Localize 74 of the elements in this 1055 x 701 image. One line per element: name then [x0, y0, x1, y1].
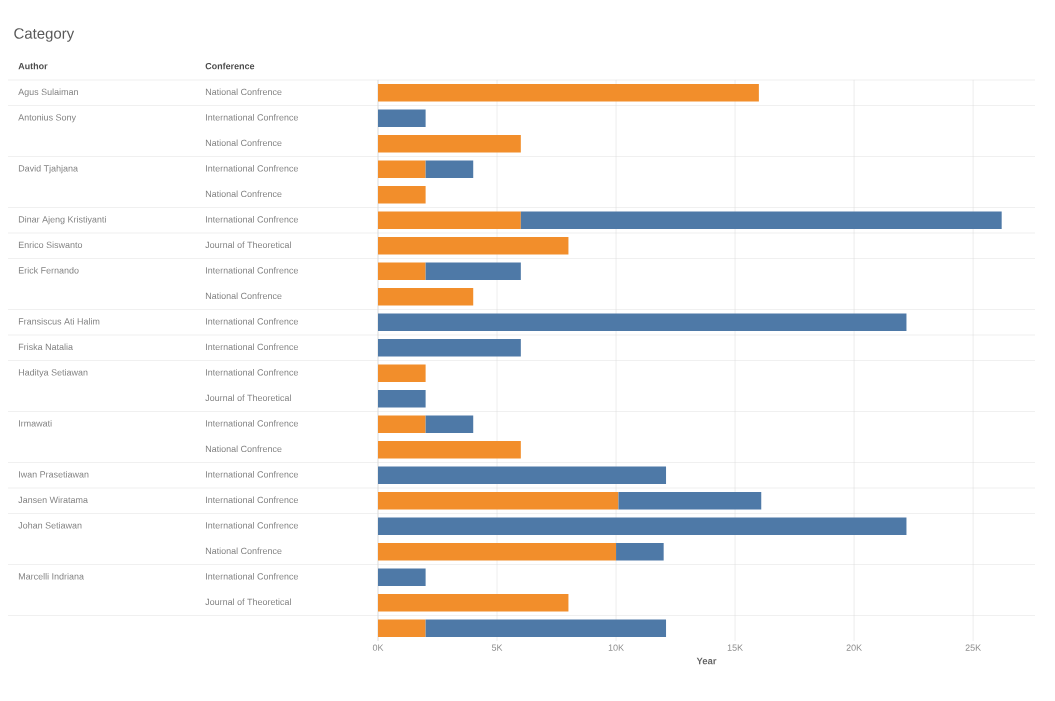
bar — [378, 313, 907, 331]
y-tick-label: International Confrence — [206, 317, 298, 325]
y2-tick-label: David Tjahjana — [18, 164, 78, 174]
bar — [378, 339, 521, 357]
y-tick-label: National Confrence — [205, 445, 282, 453]
y-tick-label: International Confrence — [206, 113, 298, 121]
y-tick-label: International Confrence — [206, 266, 298, 274]
y-tick-label: National Confrence — [205, 190, 282, 198]
bar — [378, 492, 619, 510]
bar — [425, 415, 474, 433]
bar — [378, 237, 569, 255]
y-tick-label: National Confrence — [205, 88, 282, 96]
y2-tick-label: Irmawati — [19, 419, 52, 427]
bar — [618, 492, 762, 510]
bar — [616, 543, 664, 561]
y2-tick-label: Iwan Prasetiawan — [19, 470, 89, 478]
bar — [520, 211, 1002, 229]
y-tick-label: National Confrence — [205, 292, 282, 300]
y2-tick-label: Haditya Setiawan — [18, 368, 88, 378]
text: Conference — [205, 62, 255, 70]
bar — [378, 364, 426, 382]
y-tick-label: International Confrence — [206, 419, 298, 427]
x-tick-label: 15K — [727, 644, 743, 651]
y-tick-label: International Confrence — [206, 343, 298, 351]
x-tick-label: 5K — [491, 644, 503, 651]
y-tick-label: International Confrence — [206, 496, 298, 504]
bar — [378, 415, 426, 433]
bar — [378, 441, 521, 459]
y2-tick-label: Jansen Wiratama — [18, 496, 88, 504]
bar — [378, 135, 521, 153]
y2-tick-label: Enrico Siswanto — [18, 241, 83, 249]
y2-tick-label: Johan Setiawan — [18, 521, 82, 529]
y2-tick-label: Erick Fernando — [18, 266, 79, 274]
bar — [425, 262, 521, 280]
bar — [378, 568, 426, 586]
x-tick-label: 20K — [846, 644, 862, 651]
x-axis-title: Year — [696, 657, 717, 665]
bar — [378, 517, 907, 535]
y2-tick-label: Fransiscus Ati Halim — [18, 317, 100, 325]
bar — [378, 84, 759, 102]
bar — [378, 186, 426, 204]
x-tick-label: 25K — [965, 644, 981, 651]
y-tick-label: International Confrence — [206, 164, 298, 172]
bar — [378, 390, 426, 408]
bar — [378, 288, 474, 306]
x-tick-label: 10K — [608, 644, 624, 651]
y2-tick-label: Friska Natalia — [18, 343, 73, 351]
y2-tick-label: Antonius Sony — [18, 113, 76, 123]
bar — [425, 160, 474, 178]
bar — [378, 262, 426, 280]
y2-tick-label: Agus Sulaiman — [18, 88, 78, 97]
y-tick-label: International Confrence — [206, 215, 298, 223]
y-tick-label: International Confrence — [206, 470, 298, 478]
bar — [378, 109, 426, 127]
text: Author — [18, 62, 48, 70]
bar — [378, 543, 617, 561]
bar — [378, 211, 521, 229]
y2-tick-label: Marcelli Indriana — [18, 572, 84, 580]
y-tick-label: International Confrence — [206, 368, 298, 376]
bar — [378, 160, 426, 178]
y-tick-label: International Confrence — [206, 572, 298, 580]
y-tick-label: Journal of Theoretical — [205, 394, 291, 402]
x-tick-label: 0K — [372, 644, 384, 651]
bar — [425, 619, 667, 637]
bar — [378, 619, 426, 637]
y-tick-label: National Confrence — [205, 139, 282, 147]
bar — [378, 594, 569, 612]
y2-tick-label: Dinar Ajeng Kristiyanti — [18, 215, 106, 225]
text: Category — [14, 28, 75, 42]
y-tick-label: Journal of Theoretical — [205, 241, 291, 249]
y-tick-label: Journal of Theoretical — [205, 598, 291, 606]
y-tick-label: National Confrence — [205, 547, 282, 555]
bar — [378, 466, 667, 484]
y-tick-label: International Confrence — [206, 521, 298, 529]
